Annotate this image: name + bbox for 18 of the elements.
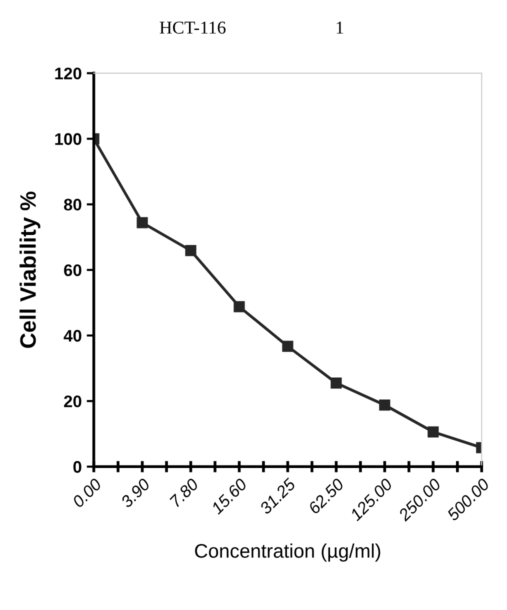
point [234, 301, 245, 312]
chart-title: HCT-116 [160, 22, 226, 34]
y-tick-label: 80 [64, 198, 82, 211]
point [185, 245, 196, 256]
point [136, 217, 148, 228]
y-tick-label: 0 [73, 461, 82, 473]
y-axis-title: Cell Viability % [20, 192, 40, 348]
point [330, 377, 342, 389]
chart-subtitle: 1 [336, 22, 344, 34]
point [282, 340, 294, 352]
y-tick-label: 60 [64, 264, 82, 276]
y-tick-label: 20 [64, 395, 82, 408]
point [428, 426, 439, 438]
y-tick-label: 120 [55, 68, 82, 80]
y-tick-label: 40 [64, 330, 82, 342]
point [379, 399, 390, 411]
x-axis-title: Concentration (µg/ml) [195, 544, 380, 562]
y-tick-label: 100 [55, 133, 82, 145]
